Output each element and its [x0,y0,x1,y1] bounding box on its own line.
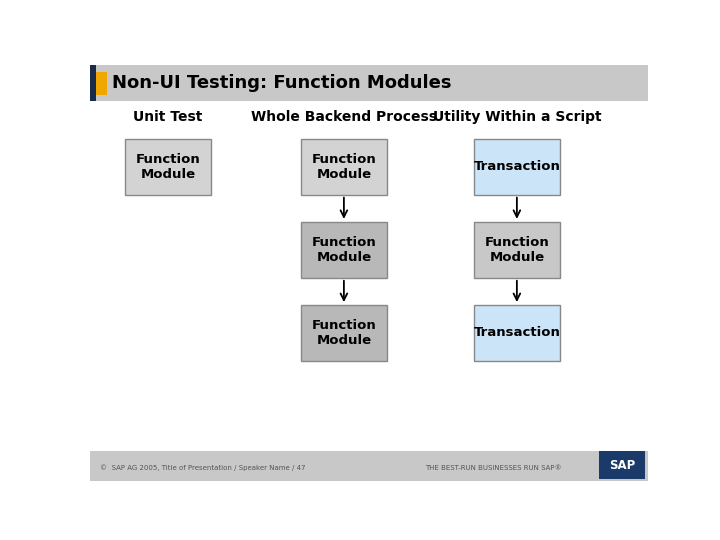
Bar [599,451,645,480]
Text: SAP: SAP [609,458,635,471]
Bar [90,65,96,102]
Text: Unit Test: Unit Test [133,110,203,124]
Bar [96,72,107,95]
Text: ©  SAP AG 2005, Title of Presentation / Speaker Name / 47: © SAP AG 2005, Title of Presentation / S… [100,465,305,471]
Bar [474,305,560,361]
Text: Function
Module: Function Module [312,153,377,181]
Bar [301,222,387,278]
Text: Transaction: Transaction [474,327,560,340]
Bar [125,139,212,195]
Text: Whole Backend Process: Whole Backend Process [251,110,437,124]
Bar [90,65,648,102]
Text: Function
Module: Function Module [312,236,377,264]
Bar [474,222,560,278]
Bar [301,139,387,195]
Text: THE BEST-RUN BUSINESSES RUN SAP®: THE BEST-RUN BUSINESSES RUN SAP® [425,465,562,471]
Text: Function
Module: Function Module [136,153,200,181]
Bar [90,451,648,481]
Text: Utility Within a Script: Utility Within a Script [433,110,601,124]
Text: Transaction: Transaction [474,160,560,173]
Bar [301,305,387,361]
Text: Function
Module: Function Module [312,319,377,347]
Bar [474,139,560,195]
Text: Function
Module: Function Module [485,236,549,264]
Text: Non-UI Testing: Function Modules: Non-UI Testing: Function Modules [112,74,452,92]
